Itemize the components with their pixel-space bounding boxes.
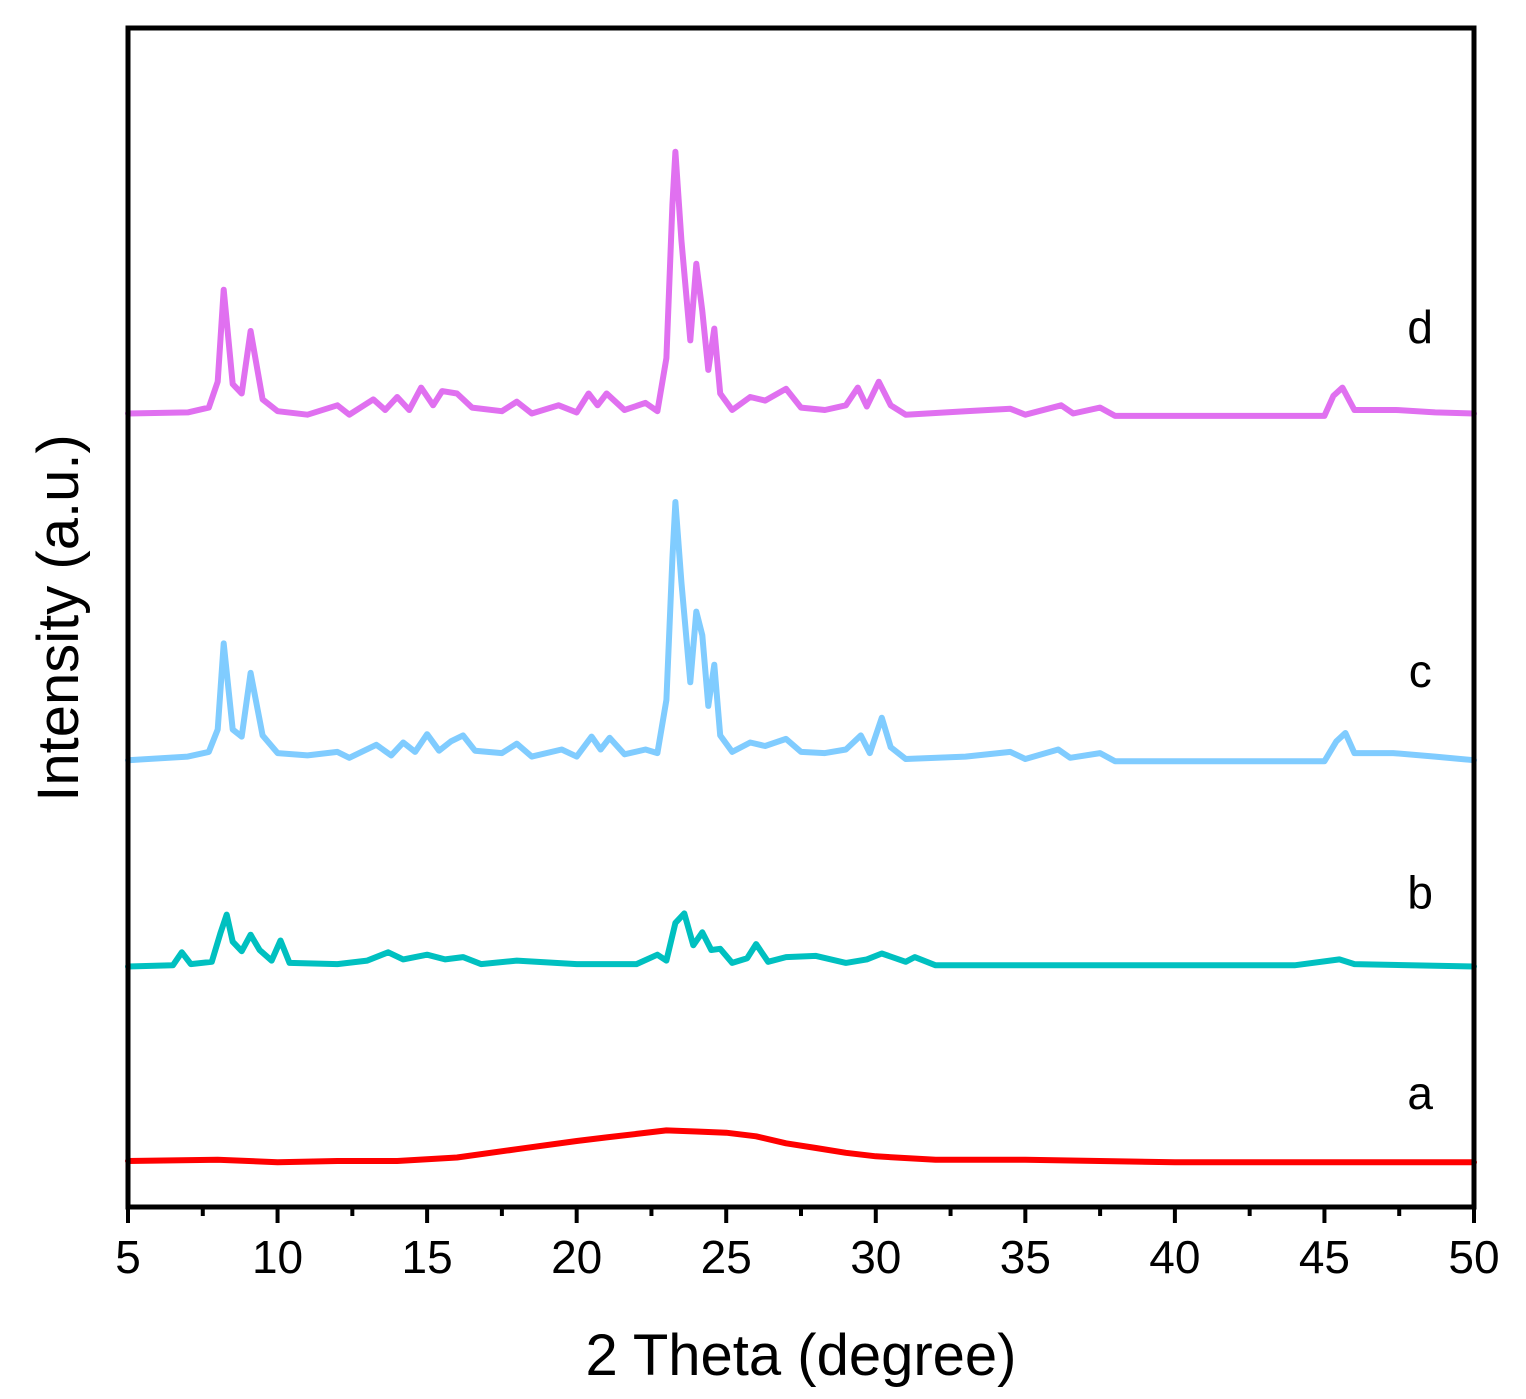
x-tick-label: 30 (850, 1231, 901, 1283)
x-tick-label: 5 (115, 1231, 141, 1283)
series-line-a (125, 1127, 1477, 1166)
x-tick-label: 25 (701, 1231, 752, 1283)
series-label-c: c (1409, 645, 1432, 697)
series-label-d: d (1407, 301, 1433, 353)
series-line-b (125, 910, 1477, 970)
series-line-d (125, 148, 1477, 419)
x-axis-ticks: 5 10 15 20 25 30 35 40 45 50 (115, 1207, 1500, 1283)
x-tick-label: 15 (402, 1231, 453, 1283)
x-tick-label: 40 (1149, 1231, 1200, 1283)
series-label-b: b (1407, 867, 1433, 919)
x-tick-label: 10 (252, 1231, 303, 1283)
x-tick-label: 35 (1000, 1231, 1051, 1283)
plot-frame (125, 25, 1477, 1210)
series-labels: a b c d (1407, 301, 1433, 1119)
series-layer (125, 148, 1477, 1166)
x-tick-label: 50 (1448, 1231, 1499, 1283)
x-axis-title: 2 Theta (degree) (586, 1323, 1017, 1388)
series-label-a: a (1407, 1067, 1433, 1119)
x-tick-label: 45 (1299, 1231, 1350, 1283)
series-line-c (125, 499, 1477, 765)
x-tick-label: 20 (551, 1231, 602, 1283)
y-axis-title: Intensity (a.u.) (26, 434, 91, 801)
